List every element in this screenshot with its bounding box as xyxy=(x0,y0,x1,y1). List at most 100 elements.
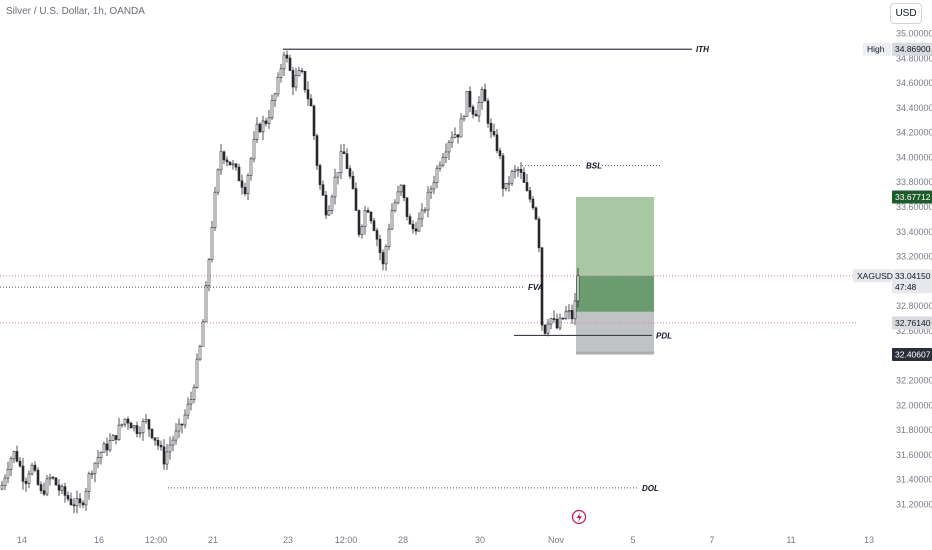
candle xyxy=(0,480,4,491)
candle-body xyxy=(114,435,118,440)
candle-body xyxy=(336,172,340,178)
candle-body xyxy=(234,163,238,168)
candle-body xyxy=(564,311,568,319)
candle xyxy=(75,490,79,514)
candle xyxy=(339,144,343,180)
candle xyxy=(252,131,256,163)
candle xyxy=(84,488,88,511)
candle-body xyxy=(474,113,478,117)
candle-body xyxy=(384,246,388,265)
price-label-box xyxy=(892,348,932,362)
candle-body xyxy=(450,137,454,143)
candle xyxy=(426,186,430,218)
candle-body xyxy=(144,419,148,422)
candle xyxy=(345,148,349,170)
candle-body xyxy=(369,211,373,222)
candle-body xyxy=(420,209,424,220)
candle xyxy=(549,317,553,330)
candle-body xyxy=(180,423,184,426)
candle-body xyxy=(129,422,133,429)
stop-loss-zone[interactable] xyxy=(576,311,654,355)
y-tick-label: 34.40000 xyxy=(896,103,932,113)
candle-body xyxy=(348,168,352,177)
candle xyxy=(195,353,199,389)
candle xyxy=(93,462,97,483)
candle-body xyxy=(561,317,565,320)
candle-body xyxy=(159,444,163,448)
candle-body xyxy=(513,169,517,172)
candle xyxy=(336,172,340,185)
candle-body xyxy=(42,490,46,495)
flash-icon-ring xyxy=(571,509,587,525)
candle-body xyxy=(240,180,244,188)
candle-body xyxy=(27,473,31,484)
candle xyxy=(63,482,67,503)
candle xyxy=(399,184,403,196)
candle-body xyxy=(279,68,283,78)
candle-body xyxy=(345,153,349,169)
candle xyxy=(372,218,376,232)
candle-body xyxy=(138,432,142,435)
candle xyxy=(348,165,352,179)
y-tick-label: 33.80000 xyxy=(896,177,932,187)
candle xyxy=(570,304,574,324)
candle-body xyxy=(66,495,70,500)
price-label-prefix: High xyxy=(867,44,885,54)
candle xyxy=(510,169,514,187)
candle-body xyxy=(417,218,421,232)
candle-body xyxy=(327,210,331,216)
candle xyxy=(456,134,460,144)
candle-body xyxy=(186,403,190,416)
candle-body xyxy=(9,458,13,470)
candle xyxy=(489,118,493,139)
candle xyxy=(450,131,454,148)
candle-body xyxy=(105,443,109,451)
candle xyxy=(258,122,262,133)
price-label-box xyxy=(892,269,932,294)
candle xyxy=(267,109,271,129)
candle xyxy=(312,104,316,140)
candle-body xyxy=(60,486,64,491)
candle-body xyxy=(270,100,274,119)
candle xyxy=(555,313,559,330)
candle xyxy=(168,436,172,460)
candle-body xyxy=(39,484,43,492)
candle xyxy=(126,416,130,430)
candle-body xyxy=(504,182,508,189)
candle xyxy=(237,163,241,182)
candle xyxy=(309,94,313,107)
candle xyxy=(519,162,523,179)
take-profit-zone[interactable] xyxy=(576,196,654,276)
candle xyxy=(540,246,544,331)
candle-body xyxy=(93,462,97,474)
candle-body xyxy=(276,77,280,95)
candle-body xyxy=(576,275,580,302)
candle xyxy=(204,281,208,323)
currency-button[interactable]: USD xyxy=(890,3,922,24)
candle xyxy=(240,174,244,195)
candle-body xyxy=(48,476,52,480)
candle-body xyxy=(243,186,247,195)
candle-body xyxy=(174,430,178,441)
candle-body xyxy=(111,435,115,441)
candle xyxy=(354,182,358,211)
price-label-value: 34.86900 xyxy=(895,44,931,54)
flash-icon[interactable] xyxy=(571,509,587,525)
candle-body xyxy=(375,230,379,240)
candle xyxy=(534,206,538,221)
candle-body xyxy=(387,228,391,247)
candle-body xyxy=(486,100,490,124)
candle xyxy=(129,421,133,429)
candle xyxy=(189,391,193,411)
candle-body xyxy=(210,227,214,260)
x-tick-label: 7 xyxy=(709,535,714,545)
candle xyxy=(513,165,517,179)
candle xyxy=(231,159,235,170)
candle-body xyxy=(549,318,553,325)
price-label-countdown: 47:48 xyxy=(895,282,917,292)
price-label-value: 33.67712 xyxy=(895,192,931,202)
candle-body xyxy=(525,182,529,191)
candle xyxy=(432,175,436,194)
candle xyxy=(147,418,151,437)
